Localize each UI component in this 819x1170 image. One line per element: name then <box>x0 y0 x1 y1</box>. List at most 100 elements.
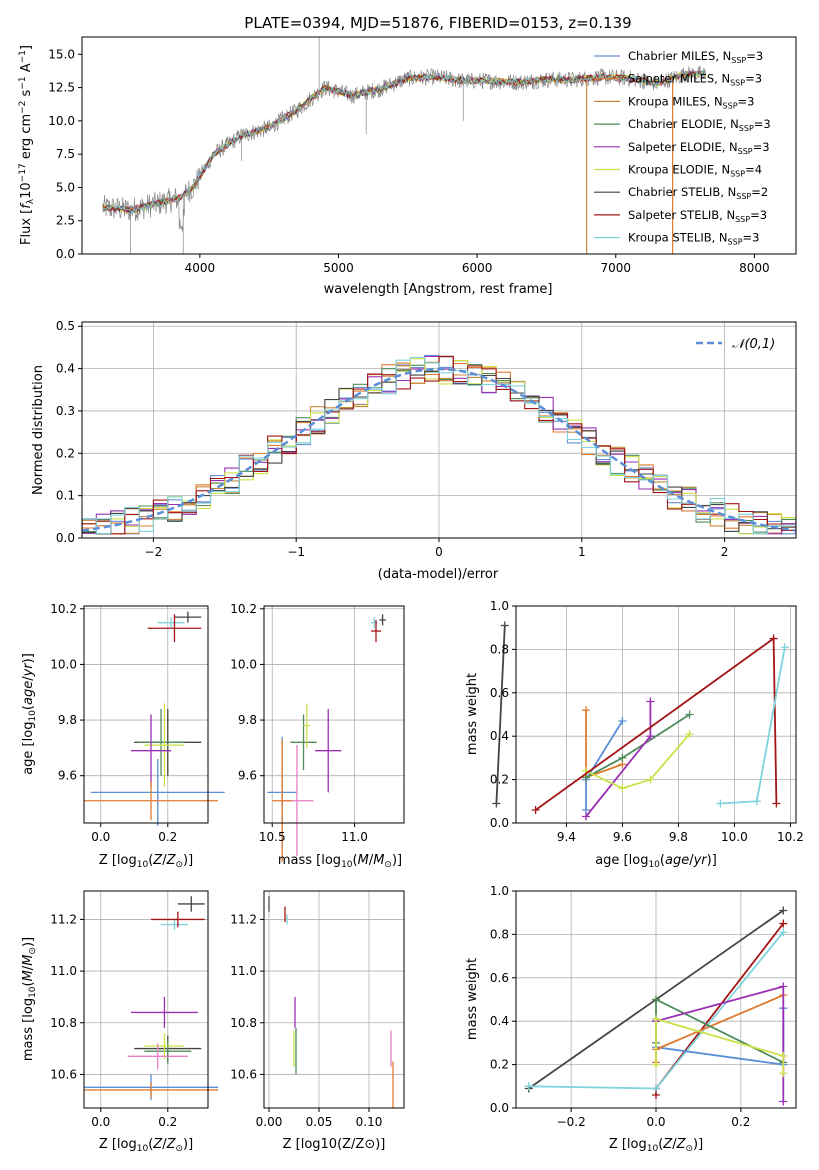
weight-vs-age-ylabel: mass weight <box>465 673 480 755</box>
y-tick-label: 11.2 <box>230 912 257 926</box>
y-tick-label: 2.5 <box>56 214 75 228</box>
spectrum-axes-frame <box>81 36 797 255</box>
y-tick-label: 11.0 <box>230 964 257 978</box>
x-tick-label: 0.0 <box>91 830 110 844</box>
mass-weight-marker <box>652 1060 660 1069</box>
age-vs-mass-xlabel: mass [log10(M/M⊙)] <box>278 853 402 870</box>
legend-label-base: Salpeter STELIB, N <box>628 208 735 222</box>
mass-weight-marker <box>618 784 627 793</box>
y-tick-label: 0.2 <box>490 1058 509 1072</box>
y-tick-label: 0.8 <box>490 642 509 656</box>
x-tick-label: 10.0 <box>721 830 748 844</box>
legend-entry: Salpeter MILES, NSSP=3 <box>594 72 762 88</box>
legend-entry: Chabrier MILES, NSSP=3 <box>594 49 763 65</box>
legend-label-base: Chabrier ELODIE, N <box>628 117 739 131</box>
legend-label-sub: SSP <box>730 79 745 88</box>
y-tick-label: 7.5 <box>56 147 75 161</box>
mass-vs-ebv-xlabel: Z [log10(Z/Z⊙)] <box>283 1137 386 1152</box>
age-vs-z-xlabel: Z [log10(Z/Z⊙)] <box>99 853 193 870</box>
mass-vs-z-panel: 0.0 0.2 10.6 10.8 11.0 11.2 Z [log10(Z/Z⊙)] m… <box>21 890 219 1154</box>
x-tick-label: 0.2 <box>158 1115 177 1129</box>
data-point <box>147 614 202 643</box>
y-tick-label: 0.2 <box>490 773 509 787</box>
mass-weight-marker <box>779 1097 788 1106</box>
x-tick-label: 6000 <box>462 261 493 275</box>
y-tick-label: 10.0 <box>48 114 75 128</box>
weight-vs-z-panel: −0.2 0.0 0.2 0.0 0.2 0.4 0.6 0.8 1.0 Z [log10(Z/… <box>465 884 797 1154</box>
y-tick-label: 10.8 <box>230 1016 257 1030</box>
y-tick-label: 0.8 <box>490 927 509 941</box>
legend-label-sub: SSP <box>728 238 743 247</box>
legend-label: Chabrier MILES, NSSP=3 <box>628 49 763 65</box>
age-vs-mass-axes-frame <box>263 605 405 824</box>
mass-weight-marker <box>652 1084 660 1093</box>
y-tick-label: 0.0 <box>490 816 509 830</box>
normal-legend-label: 𝒩(0,1) <box>732 337 775 352</box>
weight-vs-z-ticks: −0.2 0.0 0.2 0.0 0.2 0.4 0.6 0.8 1.0 <box>490 884 750 1129</box>
x-tick-label: 1 <box>578 545 586 559</box>
age-vs-z-ylabel: age [log10(age/yr)] <box>21 653 38 775</box>
x-tick-label: 11.0 <box>341 830 368 844</box>
mass-weight-marker <box>779 919 788 928</box>
mass-weight-marker <box>716 799 725 808</box>
x-tick-label: 0.0 <box>646 1115 665 1129</box>
legend-label-sub: SSP <box>723 101 738 110</box>
age-vs-z-gridlines <box>84 606 208 823</box>
mass-weight-series <box>492 621 509 808</box>
weight-vs-age-panel: 9.4 9.6 9.8 10.0 10.2 0.0 0.2 0.4 0.6 0.8 1.0 age … <box>465 599 804 870</box>
legend-label-tail: =3 <box>743 231 760 245</box>
mass-weight-marker <box>582 706 590 715</box>
y-tick-label: 0.6 <box>490 971 509 985</box>
mass-weight-line <box>655 1017 785 1074</box>
mass-weight-marker <box>685 730 694 739</box>
y-tick-label: 11.0 <box>50 964 77 978</box>
mass-weight-series <box>582 697 655 821</box>
x-tick-label: 9.8 <box>669 830 688 844</box>
y-tick-label: 0.0 <box>490 1101 509 1115</box>
y-tick-label: 15.0 <box>48 47 75 61</box>
legend-entry: Kroupa ELODIE, NSSP=4 <box>594 163 762 179</box>
data-point <box>174 611 202 623</box>
x-tick-label: 10.5 <box>259 830 286 844</box>
legend-label: Kroupa ELODIE, NSSP=4 <box>628 163 762 179</box>
x-tick-label: 2 <box>721 545 729 559</box>
mass-vs-z-ticks: 0.0 0.2 10.6 10.8 11.0 11.2 <box>50 912 177 1129</box>
legend-entry: Salpeter ELODIE, NSSP=3 <box>594 140 770 156</box>
mass-vs-z-axes-frame <box>83 890 209 1109</box>
legend-label-base: Kroupa ELODIE, N <box>628 163 730 177</box>
mass-weight-marker <box>769 634 778 643</box>
y-tick-label: 11.2 <box>50 912 77 926</box>
mass-weight-marker <box>524 1082 533 1091</box>
data-point <box>290 714 317 771</box>
legend-label-sub: SSP <box>739 124 754 133</box>
x-tick-label: −2 <box>145 545 163 559</box>
age-vs-mass-ticks: 10.5 11.0 9.6 9.8 10.0 10.2 <box>230 602 368 844</box>
age-vs-mass-gridlines <box>264 606 404 823</box>
weight-vs-z-lines <box>524 906 788 1106</box>
y-tick-label: 10.2 <box>230 602 257 616</box>
model-spectrum-line <box>102 70 706 214</box>
mass-weight-series <box>716 643 789 808</box>
mass-weight-marker <box>779 1069 788 1078</box>
y-tick-label: 9.8 <box>58 713 77 727</box>
weight-vs-age-ticks: 9.4 9.6 9.8 10.0 10.2 0.0 0.2 0.4 0.6 0.8 1.0 <box>490 599 804 844</box>
residuals-ylabel: Normed distribution <box>31 365 46 495</box>
residuals-histograms <box>82 354 796 535</box>
legend-entry: Kroupa MILES, NSSP=3 <box>594 94 754 110</box>
x-tick-label: −0.2 <box>557 1115 586 1129</box>
legend-label-tail: =3 <box>754 117 771 131</box>
legend-label: Salpeter MILES, NSSP=3 <box>628 72 762 88</box>
x-tick-label: 9.4 <box>557 830 576 844</box>
data-point <box>151 911 205 928</box>
y-tick-label: 10.6 <box>50 1067 77 1081</box>
x-tick-label: 7000 <box>600 261 631 275</box>
legend-label-base: Chabrier MILES, N <box>628 49 731 63</box>
mass-vs-z-ylabel: mass [log10(M/M⊙)] <box>21 937 38 1061</box>
legend-entry: Salpeter STELIB, NSSP=3 <box>594 208 767 224</box>
mass-weight-marker <box>646 732 655 741</box>
legend-label-sub: SSP <box>736 192 751 201</box>
data-point <box>144 1033 185 1059</box>
